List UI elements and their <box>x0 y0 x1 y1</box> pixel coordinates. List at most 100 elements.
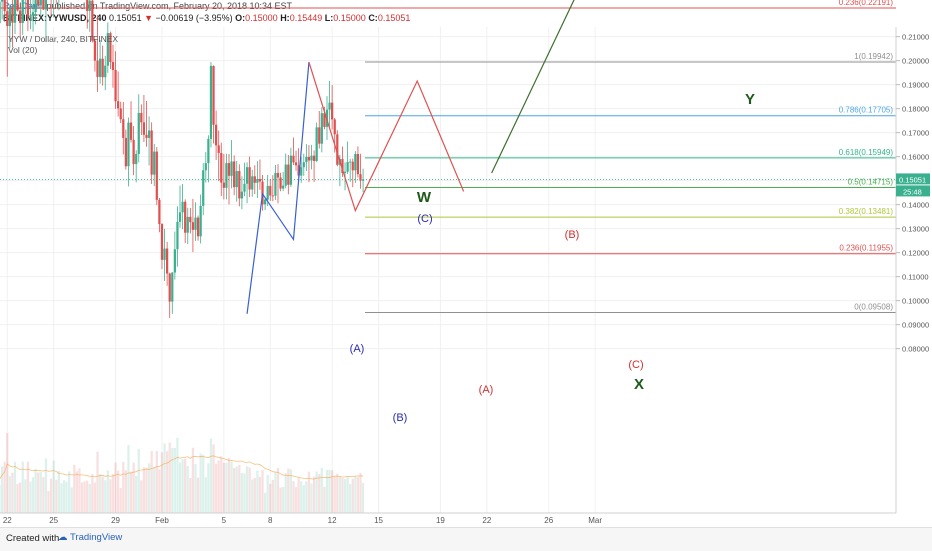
time-tick-label: 5 <box>222 516 227 525</box>
volume-ma-line <box>0 455 364 480</box>
volume-bar <box>109 479 112 513</box>
candle-body <box>336 134 339 165</box>
wave-label: Y <box>745 91 755 108</box>
volume-bar <box>302 485 305 513</box>
volume-bar <box>217 460 220 513</box>
candle-body <box>96 60 99 77</box>
candle-body <box>217 145 220 154</box>
candle-body <box>153 151 156 175</box>
candle-body <box>212 65 215 125</box>
candle-body <box>312 155 316 161</box>
volume-bar <box>331 470 334 513</box>
volume-bar <box>346 476 349 513</box>
candle-body <box>3 0 6 12</box>
candle-body <box>21 0 24 23</box>
time-axis[interactable]: 22 25 29 Feb 5 8 12 15 19 22 26 Mar <box>0 512 896 525</box>
candle-body <box>359 174 362 181</box>
fib-label: 0.5(0.14715) <box>848 177 894 186</box>
volume-bar <box>80 482 84 513</box>
price-chart[interactable]: 1.618(0.26403)0.236(0.22191)1(0.19942)0.… <box>0 0 932 527</box>
candle-body <box>315 127 318 161</box>
volume-bar <box>55 479 58 513</box>
fib-label: 0.236(0.22191) <box>839 0 894 7</box>
candle-body <box>140 112 143 123</box>
volume-bar <box>248 467 251 513</box>
candle-body <box>178 212 182 222</box>
volume-bar <box>88 483 91 513</box>
volume-bar <box>98 474 102 513</box>
price-tick-label: 0.09000 <box>902 321 929 330</box>
candle-body <box>220 153 223 183</box>
candle-body <box>186 216 189 233</box>
volume-bar <box>292 481 295 513</box>
candle-body <box>135 154 138 165</box>
candle-body <box>124 137 127 167</box>
candles <box>0 0 365 318</box>
volume-bar <box>240 473 244 513</box>
price-tick-label: 0.19000 <box>902 81 929 90</box>
change-down-icon: ▼ <box>144 13 154 23</box>
volume-bar <box>104 480 107 513</box>
volume-bar <box>184 458 187 513</box>
volume-bar <box>117 470 120 513</box>
plot-area[interactable] <box>0 27 896 513</box>
price-tick-label: 0.13000 <box>902 225 929 234</box>
volume-bar <box>310 483 313 513</box>
candle-body <box>233 161 236 188</box>
candle-body <box>204 163 207 171</box>
volume-bars <box>0 433 365 513</box>
volume-bar <box>52 460 55 513</box>
candle-body <box>137 112 140 154</box>
wave-label: (B) <box>565 229 580 241</box>
volume-bar <box>225 462 228 513</box>
volume-bar <box>160 452 164 513</box>
volume-bar <box>62 480 66 513</box>
volume-bar <box>320 467 323 513</box>
volume-bar <box>24 479 27 513</box>
candle-body <box>222 182 225 188</box>
candle-body <box>196 217 200 237</box>
volume-bar <box>13 461 17 513</box>
candle-body <box>119 108 122 120</box>
volume-bar <box>263 492 267 513</box>
candle-body <box>310 155 313 161</box>
volume-bar <box>235 466 238 513</box>
price-tick-label: 0.16000 <box>902 153 929 162</box>
candle-body <box>127 122 130 167</box>
candle-body <box>297 165 300 176</box>
candle-body <box>256 178 259 183</box>
volume-bar <box>114 462 117 513</box>
volume-bar <box>96 451 99 513</box>
symbol-line: BITFINEX:YYWUSD, 240 <box>3 13 107 23</box>
candle-body <box>122 119 125 138</box>
price-tick-label: 0.17000 <box>902 129 929 138</box>
countdown-label: 25:48 <box>903 187 922 196</box>
tradingview-logo[interactable]: ☁ TradingView <box>58 532 123 543</box>
volume-bar <box>207 463 210 513</box>
volume-bar <box>328 469 331 513</box>
fib-levels[interactable]: 1.618(0.26403)0.236(0.22191)1(0.19942)0.… <box>0 0 896 313</box>
projection-arrow-line <box>491 0 575 174</box>
volume-bar <box>356 477 360 513</box>
volume-bar <box>171 447 174 513</box>
volume-bar <box>230 461 233 513</box>
volume-bar <box>305 481 308 513</box>
candle-body <box>142 122 146 135</box>
price-axis[interactable]: 0.21000 0.20000 0.19000 0.18000 0.17000 0.160… <box>895 27 930 513</box>
volume-bar <box>42 477 45 513</box>
candle-body <box>331 102 334 120</box>
volume-bar <box>166 451 169 513</box>
volume-bar <box>343 479 347 513</box>
candle-body <box>271 195 274 197</box>
candle-body <box>289 155 293 185</box>
time-tick-label: Feb <box>155 516 169 525</box>
volume-bar <box>6 433 9 513</box>
volume-bar <box>294 487 298 513</box>
volume-bar <box>44 458 48 513</box>
volume-bar <box>338 476 341 513</box>
candle-body <box>253 176 256 183</box>
price-tick-label: 0.21000 <box>902 33 929 42</box>
wave-lines[interactable] <box>246 0 612 314</box>
candle-body <box>209 65 213 139</box>
volume-bar <box>202 454 205 513</box>
